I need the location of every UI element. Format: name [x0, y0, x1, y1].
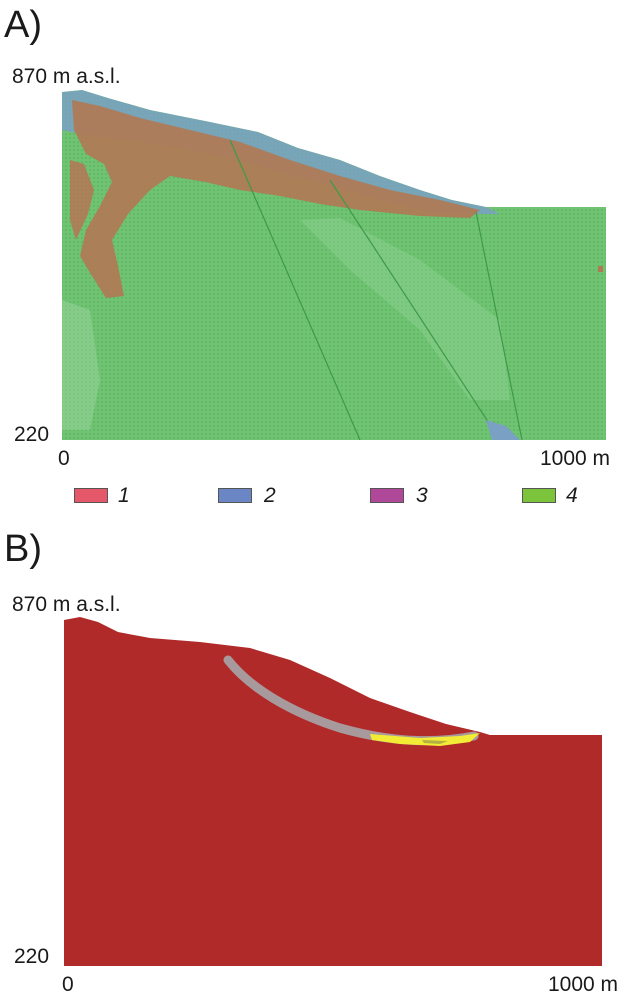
- legend-swatch-1: [74, 488, 108, 503]
- panel-a-fault-line: [329, 179, 501, 440]
- panel-b-y-top-label: 870 m a.s.l.: [12, 593, 121, 616]
- panel-a-left-band: [62, 300, 100, 430]
- panel-b-x-right-label: 1000 m: [548, 973, 619, 996]
- panel-b-x-left-label: 0: [62, 973, 74, 996]
- panel-a-fault-line: [229, 139, 361, 440]
- panel-a-x-right-label: 1000 m: [540, 447, 611, 470]
- panel-a-light-band: [300, 218, 510, 400]
- panel-a-y-bottom-label: 220: [14, 423, 50, 446]
- panel-a-zone-brown-patch: [70, 160, 94, 240]
- panel-a-y-top-label: 870 m a.s.l.: [12, 65, 121, 88]
- panel-a-x-left-label: 0: [58, 447, 70, 470]
- panel-a-zone-blue-bottom: [486, 420, 520, 440]
- panel-b-label: B): [4, 528, 42, 570]
- legend-label-4: 4: [566, 484, 578, 507]
- legend-label-3: 3: [416, 484, 428, 507]
- panel-a-fault-line: [475, 211, 523, 440]
- panel-b-slide-zone: [370, 733, 480, 746]
- panel-a-label: A): [4, 4, 42, 46]
- panel-a-zone-brown-dot: [598, 266, 603, 272]
- legend-label-2: 2: [264, 484, 276, 507]
- panel-b-ground: [64, 617, 602, 966]
- legend-swatch-4: [522, 488, 556, 503]
- panel-b-y-bottom-label: 220: [14, 945, 50, 968]
- panel-a-zone-blue: [62, 90, 500, 214]
- legend-swatch-3: [370, 488, 404, 503]
- legend-swatch-2: [218, 488, 252, 503]
- legend-label-1: 1: [118, 484, 130, 507]
- panel-a-zone-brown: [72, 100, 480, 298]
- panel-b-slide-zone-inner: [422, 740, 448, 744]
